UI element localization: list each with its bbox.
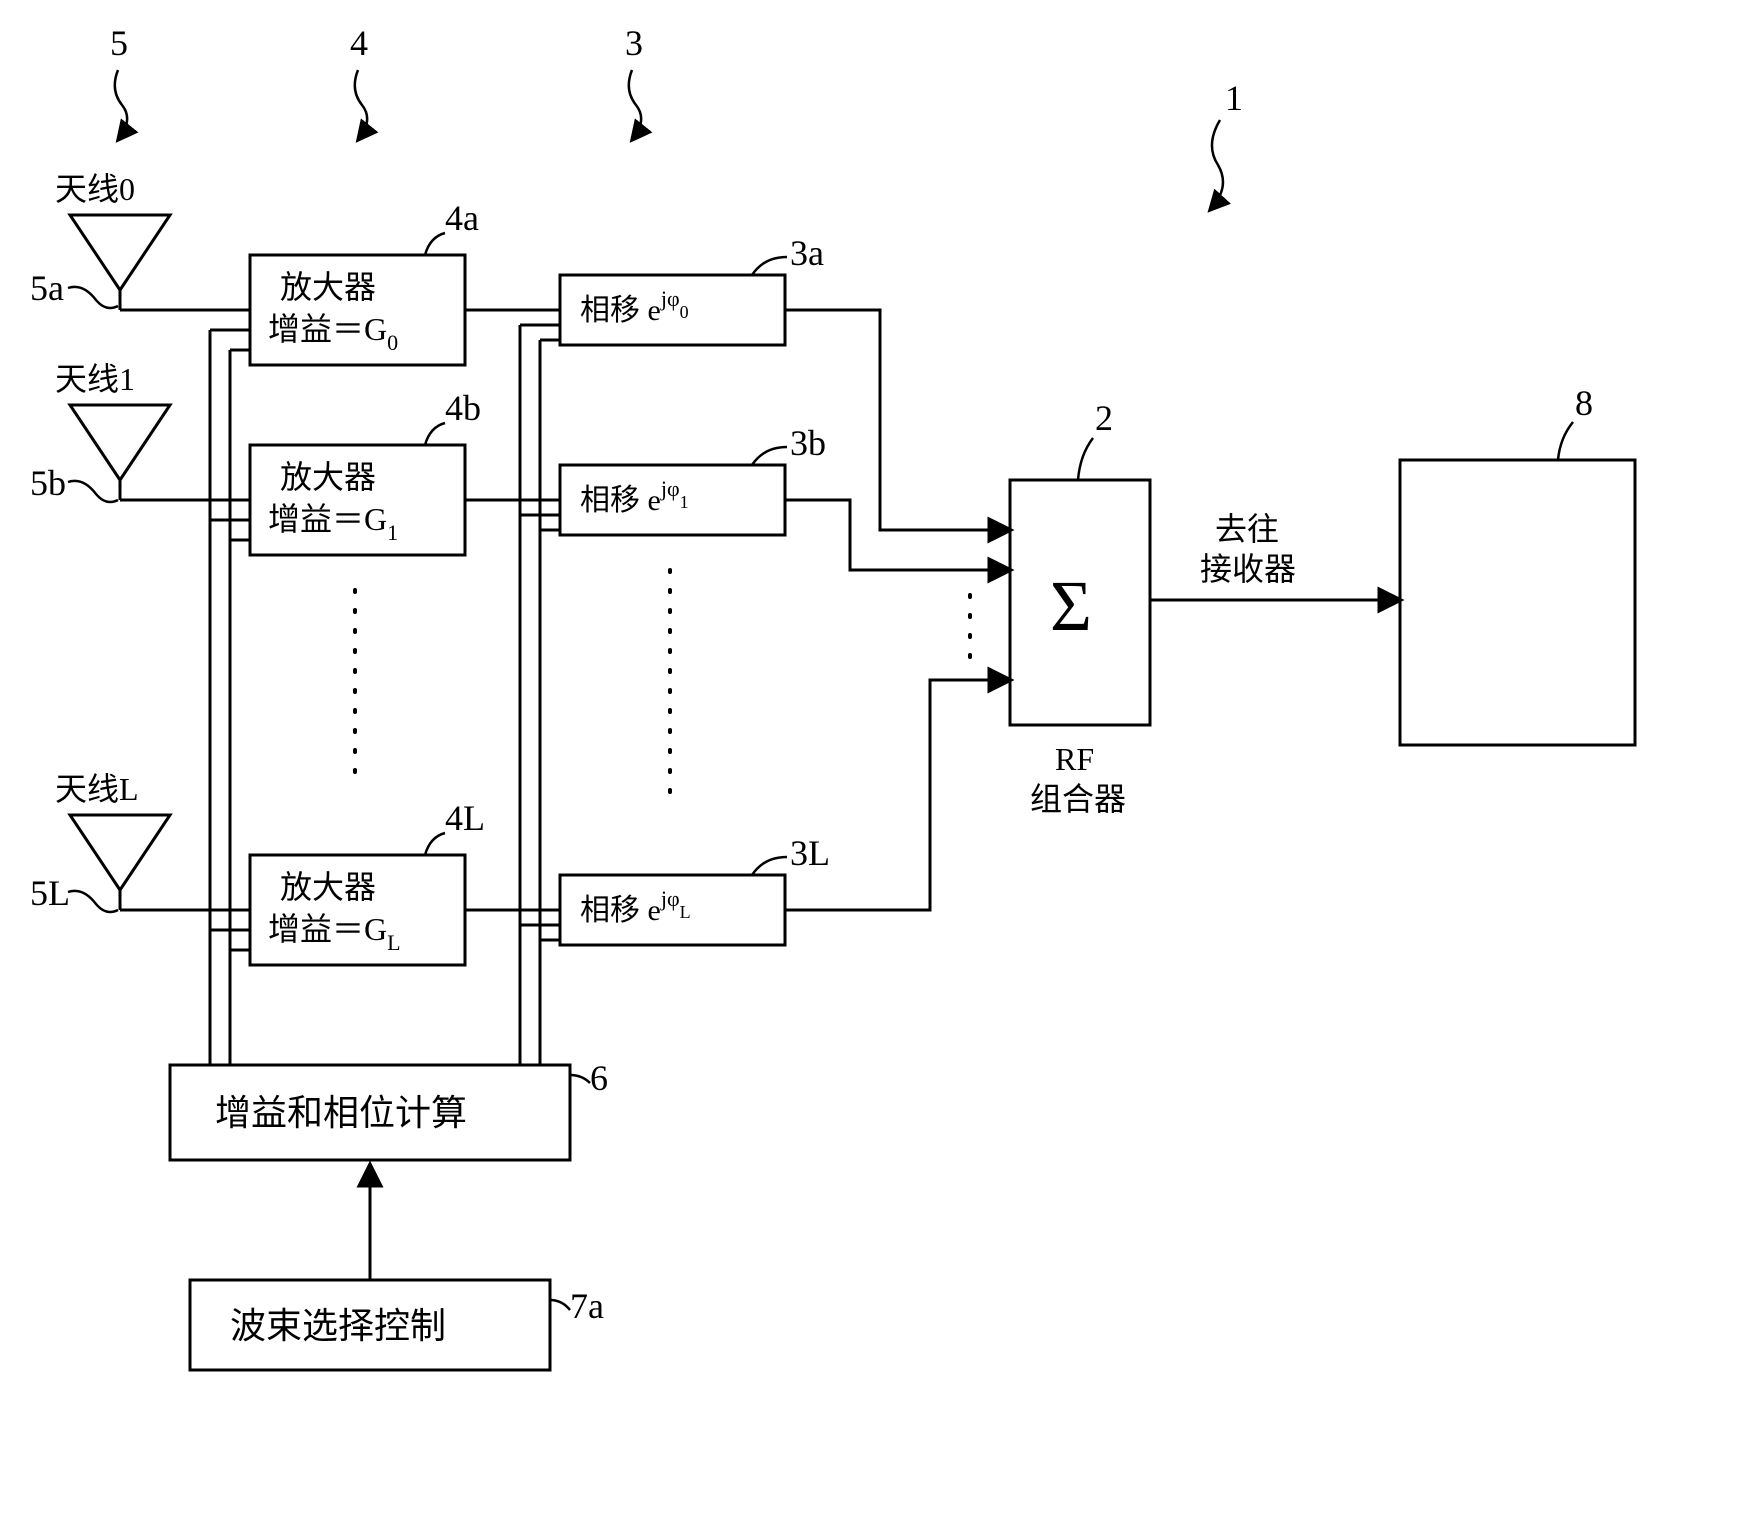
ref-7a: 7a — [570, 1286, 604, 1326]
shift-L-sub: L — [680, 902, 691, 922]
antenna-1: 天线1 5b — [30, 361, 250, 503]
ref-1: 1 — [1210, 78, 1243, 210]
out-l1: 去往 — [1215, 511, 1279, 547]
ref-5a: 5a — [30, 268, 64, 308]
svg-text:增益＝G1: 增益＝G1 — [268, 501, 398, 545]
ref-4b: 4b — [445, 388, 481, 428]
ref-8: 8 — [1575, 383, 1593, 423]
ref-4L: 4L — [445, 798, 485, 838]
ref-5L: 5L — [30, 873, 70, 913]
calc-block: 增益和相位计算 6 — [170, 1058, 608, 1160]
amp-L-l2: 增益＝G — [268, 911, 387, 947]
ctrl-block: 波束选择控制 7a — [190, 1280, 604, 1370]
ref-3-col: 3 — [625, 23, 643, 140]
svg-text:增益＝GL: 增益＝GL — [268, 911, 401, 955]
ref-4-num: 4 — [350, 23, 368, 63]
antenna-L: 天线L 5L — [30, 771, 250, 913]
amp-1-l2: 增益＝G — [268, 501, 387, 537]
amp-0-l2: 增益＝G — [268, 311, 387, 347]
amp-1-sub: 1 — [387, 520, 398, 545]
ref-6: 6 — [590, 1058, 608, 1098]
shift-0: 相移 ejφ0 3a — [560, 233, 824, 345]
svg-text:相移 ejφ1: 相移 ejφ1 — [580, 476, 689, 517]
combiner-cap1: RF — [1055, 741, 1094, 777]
ctrl-label: 波束选择控制 — [230, 1306, 446, 1346]
combiner-sigma: Σ — [1050, 566, 1092, 646]
shift-1-exp: jφ — [660, 476, 680, 501]
amp-0-l1: 放大器 — [280, 269, 376, 305]
shift-L: 相移 ejφL 3L — [560, 833, 830, 945]
ref-3-num: 3 — [625, 23, 643, 63]
shift-L-exp: jφ — [660, 886, 680, 911]
shift-0-l: 相移 e — [580, 294, 661, 327]
amp-L-sub: L — [387, 930, 400, 955]
shift-L-l: 相移 e — [580, 894, 661, 927]
amp-L: 放大器 增益＝GL 4L — [250, 798, 485, 965]
ref-3b: 3b — [790, 423, 826, 463]
shift-0-sub: 0 — [680, 302, 689, 322]
amp-L-l1: 放大器 — [280, 869, 376, 905]
shift-1: 相移 ejφ1 3b — [560, 423, 826, 535]
ref-2: 2 — [1095, 398, 1113, 438]
combiner-cap2: 组合器 — [1030, 781, 1126, 817]
shift-1-sub: 1 — [680, 492, 689, 512]
receiver-box: 8 — [1400, 383, 1635, 745]
antenna-L-label: 天线L — [55, 771, 139, 807]
amp-1-l1: 放大器 — [280, 459, 376, 495]
antenna-0-label: 天线0 — [55, 171, 135, 207]
ref-5-col: 5 — [110, 23, 128, 140]
amp-0-sub: 0 — [387, 330, 398, 355]
out-l2: 接收器 — [1200, 551, 1296, 587]
svg-text:增益＝G0: 增益＝G0 — [268, 311, 398, 355]
svg-text:相移 ejφL: 相移 ejφL — [580, 886, 691, 927]
calc-label: 增益和相位计算 — [215, 1093, 467, 1133]
ref-4a: 4a — [445, 198, 479, 238]
shift-0-exp: jφ — [660, 286, 680, 311]
ref-3L: 3L — [790, 833, 830, 873]
ref-3a: 3a — [790, 233, 824, 273]
ref-4-col: 4 — [350, 23, 368, 140]
antenna-0: 天线0 5a — [30, 171, 250, 310]
combiner: Σ 2 RF 组合器 — [1010, 398, 1150, 817]
amp-1: 放大器 增益＝G1 4b — [250, 388, 481, 555]
ref-1-num: 1 — [1225, 78, 1243, 118]
svg-text:相移 ejφ0: 相移 ejφ0 — [580, 286, 689, 327]
antenna-1-label: 天线1 — [55, 361, 135, 397]
ref-5-num: 5 — [110, 23, 128, 63]
ref-5b: 5b — [30, 463, 66, 503]
shift-1-l: 相移 e — [580, 484, 661, 517]
vdots-1 — [355, 570, 670, 810]
amp-0: 放大器 增益＝G0 4a — [250, 198, 479, 365]
